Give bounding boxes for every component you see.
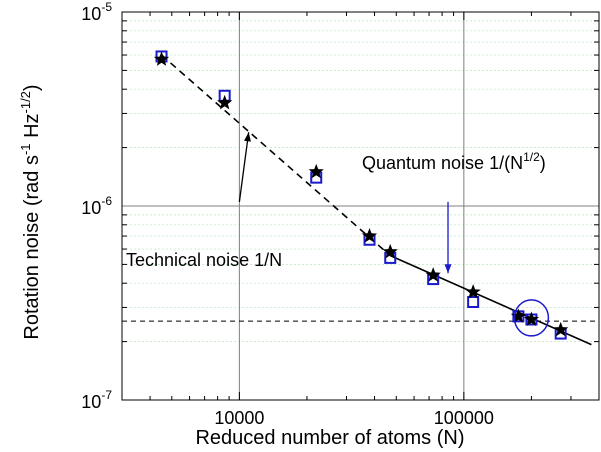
x-tick-labels: 10000 100000 [214, 408, 494, 428]
star-marker [425, 267, 441, 282]
x-tick-label: 10000 [214, 408, 264, 428]
y-axis-label-end: ) [21, 84, 43, 91]
quantum-noise-label-sup: 1/2 [523, 150, 540, 164]
y-tick-label: 10-5 [81, 0, 112, 24]
star-marker [308, 163, 324, 179]
star-marker [553, 321, 569, 337]
technical-noise-label: Technical noise 1/N [126, 250, 282, 270]
y-axis-label-main: Rotation noise (rad s [21, 155, 43, 340]
y-tick-label: 10-6 [81, 194, 112, 218]
star-marker [465, 284, 481, 299]
annotation-arrowhead [444, 264, 452, 274]
major-grid [122, 12, 599, 400]
fit-lines [122, 54, 599, 346]
star-marker [361, 228, 378, 243]
y-tick-labels: 10-5 10-6 10-7 [81, 0, 112, 412]
y-axis-label-sup2: -1/2 [18, 91, 33, 113]
x-axis-label: Reduced number of atoms (N) [195, 427, 464, 449]
star-marker [523, 311, 540, 326]
tick-marks [122, 12, 599, 400]
x-tick-label: 100000 [434, 408, 494, 428]
quantum-noise-label-main: Quantum noise 1/(N [362, 153, 523, 173]
quantum-noise-label-end: ) [540, 153, 546, 173]
star-marker [510, 308, 527, 323]
quantum-noise-label: Quantum noise 1/(N1/2) [362, 150, 546, 173]
annotation-arrowhead [244, 132, 251, 142]
y-axis-label-mid: Hz [21, 113, 43, 143]
plot-frame [121, 11, 600, 401]
y-axis-label: Rotation noise (rad s-1 Hz-1/2) [18, 84, 43, 339]
y-axis-label-sup1: -1 [18, 143, 33, 155]
square-marker [467, 296, 480, 309]
highlight-circle [513, 299, 550, 337]
annotations [238, 132, 550, 337]
fit-line-dashed [161, 54, 391, 257]
star-marker [217, 94, 233, 110]
y-tick-label: 10-7 [81, 388, 112, 412]
annotation-arrow-line [238, 132, 250, 202]
data-markers [153, 50, 569, 340]
minor-grid [122, 20, 599, 342]
star-marker [382, 243, 398, 259]
star-marker [153, 51, 170, 66]
